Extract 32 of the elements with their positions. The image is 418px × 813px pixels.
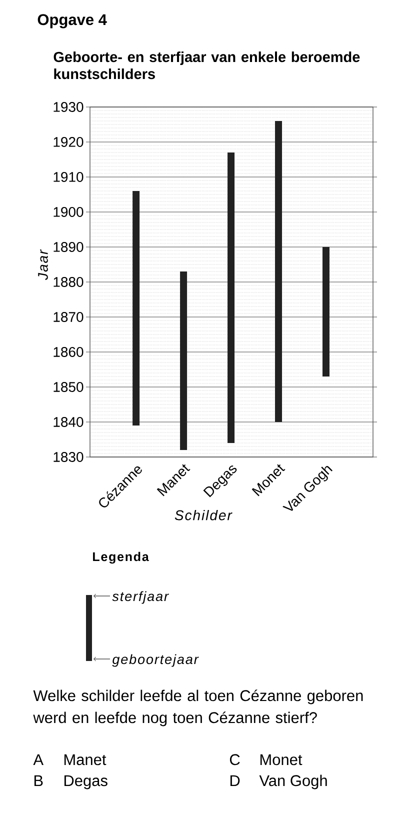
bar [132, 190, 140, 426]
y-tick-label: 1930 [54, 102, 84, 112]
y-tick-label: 1880 [54, 277, 84, 287]
text: geboortejaar [112, 654, 199, 667]
text: C [230, 754, 240, 766]
text: D [230, 775, 240, 786]
text: Legenda [93, 552, 149, 564]
bar [228, 152, 235, 443]
y-tick-label: 1860 [54, 347, 84, 357]
y-tick-label: 1850 [54, 382, 84, 392]
text: Opgave 4 [38, 14, 107, 28]
text: B [34, 775, 43, 786]
text: A [33, 754, 44, 765]
y-tick-label: 1890 [54, 242, 84, 252]
y-tick-label: 1870 [54, 312, 84, 322]
y-tick-label: 1830 [54, 452, 84, 462]
text: Manet [64, 754, 106, 766]
text: Welke schilder leefde al toen Cézanne geboren werd en leefde nog toen Cézanne stierf? [33, 690, 363, 726]
y-tick-label: 1910 [54, 172, 84, 182]
text: Monet [260, 754, 302, 766]
text: Van Gogh [259, 774, 327, 790]
text: Degas [64, 775, 108, 790]
y-axis-title: Jaar [38, 249, 48, 280]
bar [275, 120, 282, 422]
y-tick-label: 1920 [54, 137, 84, 147]
x-axis-title: Schilder [174, 510, 232, 520]
bar [322, 246, 330, 376]
y-tick-label: 1840 [54, 417, 84, 427]
bar [180, 271, 188, 450]
y-tick-label: 1900 [54, 207, 84, 217]
chart-title: Geboorte- en sterfjaar van enkele beroemde kunstschilders [54, 51, 360, 80]
text: sterfjaar [112, 591, 169, 604]
